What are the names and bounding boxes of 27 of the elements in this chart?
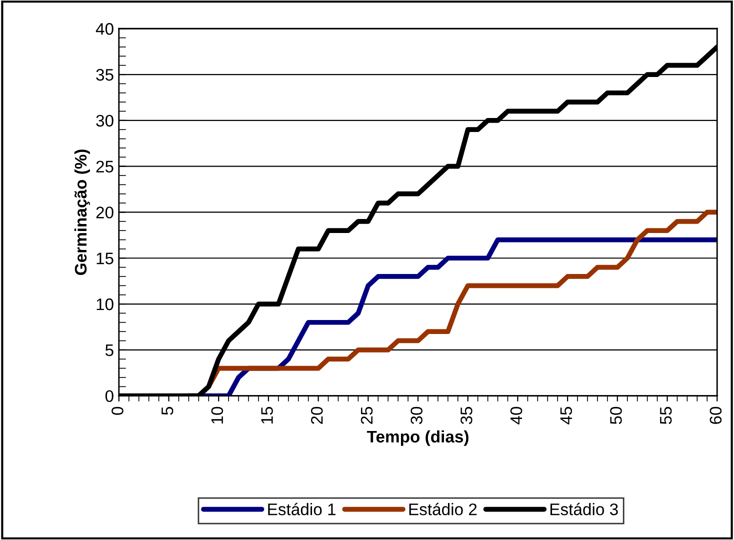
- y-tick-label: 25: [96, 160, 114, 173]
- x-tick-label: 30: [410, 406, 422, 424]
- y-tick-label: 5: [105, 344, 114, 356]
- y-tick-label: 35: [96, 68, 114, 81]
- x-tick-label: 20: [310, 406, 323, 424]
- x-tick-label: 15: [261, 406, 273, 424]
- x-tick-label: 50: [610, 406, 622, 424]
- x-tick-label: 0: [112, 406, 124, 415]
- y-tick-label: 30: [96, 114, 114, 127]
- y-tick-label: 10: [96, 298, 114, 310]
- y-axis-title: Germinação (%): [74, 150, 90, 275]
- x-tick-label: 60: [710, 406, 722, 424]
- x-tick-label: 35: [460, 406, 472, 424]
- y-tick-label: 20: [96, 206, 114, 218]
- legend-label: Estádio 2: [409, 502, 477, 516]
- x-tick-label: 10: [211, 406, 224, 424]
- x-axis-title: Tempo (dias): [366, 430, 468, 446]
- x-tick-label: 45: [560, 406, 572, 424]
- x-tick-label: 25: [360, 406, 373, 424]
- y-tick-label: 0: [105, 390, 114, 402]
- y-tick-label: 40: [96, 23, 114, 35]
- x-tick-label: 55: [660, 406, 672, 424]
- legend-label: Estádio 3: [550, 502, 618, 516]
- x-tick-label: 5: [162, 406, 174, 415]
- x-tick-label: 40: [510, 406, 522, 424]
- legend-label: Estádio 1: [268, 502, 336, 516]
- y-tick-label: 15: [96, 252, 114, 264]
